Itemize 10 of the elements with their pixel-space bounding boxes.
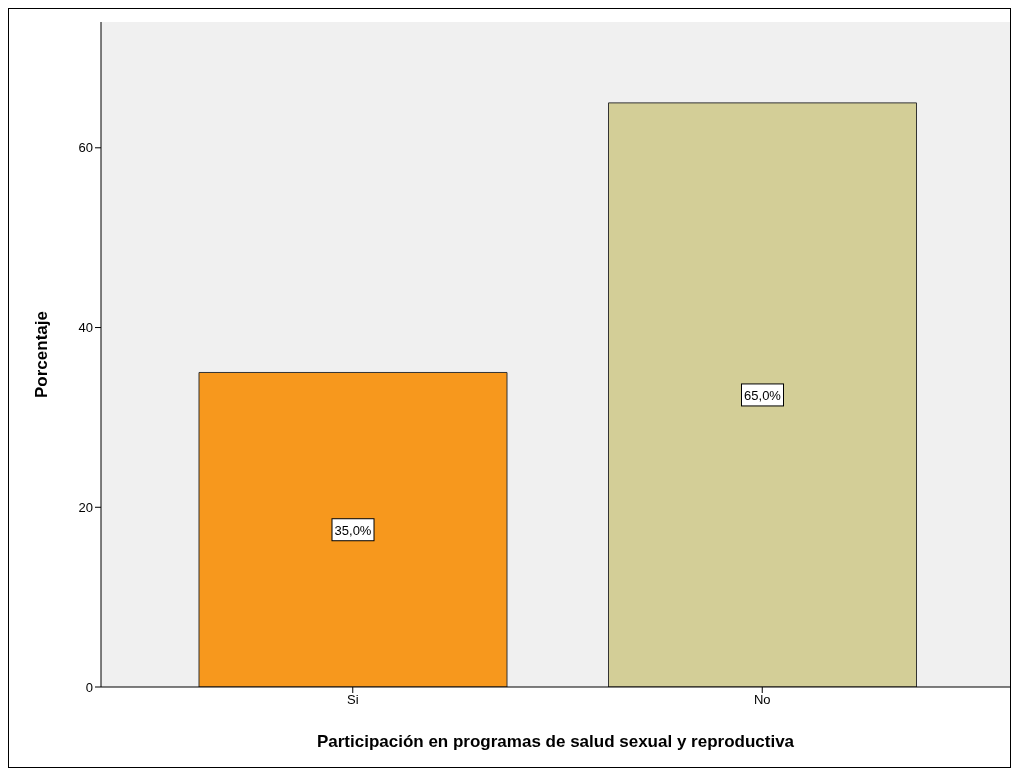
- y-tick-label: 60: [78, 140, 93, 156]
- data-label: 35,0%: [334, 522, 372, 538]
- y-tick-label: 0: [85, 679, 93, 695]
- y-axis-title: Porcentaje: [32, 311, 52, 398]
- x-tick-label: Si: [346, 692, 359, 708]
- x-axis-title: Participación en programas de salud sexual y reproductiva: [316, 732, 795, 751]
- x-tick-label: No: [753, 692, 771, 708]
- y-tick-label: 40: [78, 320, 93, 336]
- y-tick-label: 20: [78, 499, 93, 515]
- data-label: 65,0%: [744, 387, 782, 403]
